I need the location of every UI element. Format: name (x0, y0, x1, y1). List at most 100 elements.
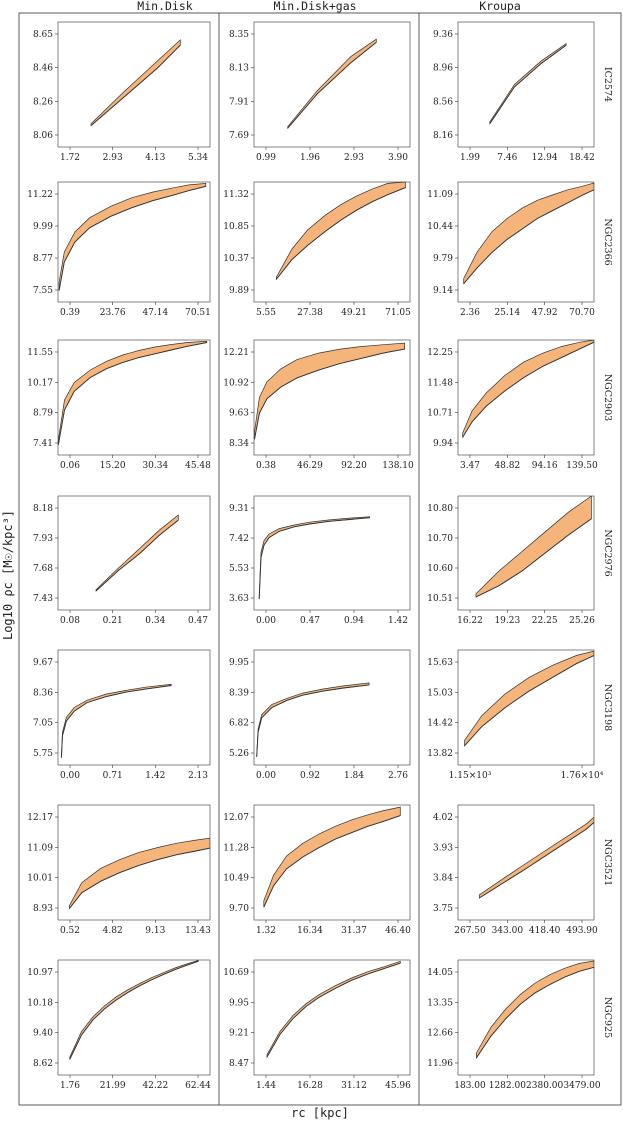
y-tick-label: 5.75 (33, 749, 53, 759)
plot-frame (253, 804, 411, 921)
y-tick-label: 8.35 (229, 30, 249, 40)
y-tick-label: 10.18 (27, 998, 53, 1008)
y-tick-label: 11.09 (427, 190, 453, 200)
plot-frame (457, 339, 595, 456)
x-tick-label: 139.50 (566, 461, 598, 471)
x-tick-label: 12.94 (532, 153, 558, 163)
plot-frame (253, 339, 411, 456)
confidence-band (254, 342, 405, 440)
x-tick-label: 45.48 (185, 461, 211, 471)
panel-ngc2903-min-disk: 0.06 15.20 30.34 45.48 11.55 10.17 8.79 7.41 (27, 339, 211, 471)
x-tick-label: 5.34 (188, 153, 208, 163)
y-tick-label: 8.36 (33, 688, 53, 698)
x-tick-label: 47.92 (532, 308, 558, 318)
y-tick-label: 10.92 (223, 378, 249, 388)
band-lower-edge (287, 41, 377, 129)
y-axis-title: Log10 ρc [M☉/kpc³] (1, 510, 15, 640)
y-tick-label: 12.21 (223, 348, 249, 358)
y-tick-label: 4.02 (433, 813, 453, 823)
band-lower-edge (266, 962, 401, 1058)
y-tick-label: 7.68 (33, 564, 53, 574)
band-group (478, 816, 594, 899)
x-tick-label: 0.00 (256, 771, 276, 781)
band-group (69, 837, 210, 910)
band-lower-edge (254, 348, 405, 440)
x-tick-label: 9.13 (145, 926, 165, 936)
x-tick-label: 0.21 (103, 616, 123, 626)
column-title-min-disk: Min.Disk (137, 0, 192, 13)
band-lower-edge (90, 44, 181, 126)
y-tick-label: 11.96 (427, 1059, 453, 1069)
band-lower-edge (462, 341, 594, 438)
x-tick-label: 45.96 (385, 1081, 411, 1091)
band-group (254, 342, 405, 440)
y-tick-label: 8.06 (33, 131, 53, 141)
x-tick-label: 7.46 (497, 153, 517, 163)
x-tick-label: 31.37 (341, 926, 367, 936)
x-tick-label: 30.34 (142, 461, 168, 471)
band-group (60, 683, 172, 758)
x-axis-title: rc [kpc] (291, 1106, 349, 1120)
x-tick-label: 0.92 (300, 771, 320, 781)
x-tick-label: 267.50 (454, 926, 486, 936)
panel-ngc3521-min-disk-gas: 1.32 16.34 31.37 46.40 12.07 11.28 10.49 9.70 (223, 804, 411, 936)
y-tick-label: 3.63 (229, 594, 249, 604)
y-tick-label: 8.62 (33, 1059, 53, 1069)
panel-ngc2366-min-disk: 0.39 23.76 47.14 70.51 11.22 9.99 8.77 7.55 (27, 181, 211, 318)
y-tick-label: 8.79 (33, 409, 53, 419)
confidence-band (476, 960, 594, 1060)
y-tick-label: 10.51 (427, 594, 453, 604)
panel-ngc3521-min-disk: 0.52 4.82 9.13 13.43 12.17 11.09 10.01 8.93 (27, 804, 211, 936)
plot-frame (457, 959, 595, 1076)
y-tick-label: 9.99 (33, 222, 53, 232)
band-group (263, 806, 401, 908)
x-tick-label: 0.47 (300, 616, 320, 626)
plot-frame (57, 495, 211, 611)
y-tick-label: 12.25 (427, 348, 453, 358)
band-lower-edge (263, 815, 401, 908)
y-tick-label: 9.21 (229, 1029, 249, 1039)
x-tick-label: 47.14 (142, 308, 168, 318)
y-tick-label: 9.67 (33, 658, 53, 668)
y-tick-label: 9.36 (433, 30, 453, 40)
band-group (266, 960, 401, 1059)
y-tick-label: 10.85 (223, 222, 249, 232)
confidence-band (69, 837, 210, 910)
band-group (463, 182, 594, 285)
plot-frame (457, 495, 595, 611)
confidence-band (58, 183, 207, 291)
y-tick-label: 11.32 (223, 190, 249, 200)
y-tick-label: 8.16 (433, 131, 453, 141)
plot-frame (253, 495, 411, 611)
band-lower-edge (58, 185, 206, 291)
x-tick-label: 0.52 (60, 926, 80, 936)
y-tick-label: 8.18 (33, 504, 53, 514)
panels-group: 1.72 2.93 4.13 5.34 8.65 8.46 8.26 8.06 0.99 1.96… (27, 21, 613, 1091)
band-lower-edge (69, 847, 210, 909)
y-tick-label: 15.03 (427, 688, 453, 698)
band-lower-edge (256, 684, 370, 757)
band-lower-edge (258, 517, 370, 600)
x-tick-label: 23.76 (100, 308, 126, 318)
plot-frame (253, 181, 411, 303)
y-tick-label: 7.43 (33, 594, 53, 604)
x-tick-label: 5.55 (256, 308, 276, 318)
band-group (462, 340, 594, 439)
panel-ic2574-min-disk-gas: 0.99 1.96 2.93 3.90 8.35 8.13 7.91 7.69 (229, 21, 411, 163)
y-tick-label: 7.69 (229, 131, 249, 141)
y-tick-label: 8.56 (433, 97, 453, 107)
panel-ngc2976-min-disk-gas: 0.00 0.47 0.94 1.42 9.31 7.42 5.53 3.63 (229, 495, 411, 626)
y-tick-label: 13.82 (427, 749, 453, 759)
x-tick-label: 48.82 (494, 461, 520, 471)
y-tick-label: 11.22 (27, 190, 53, 200)
y-tick-label: 11.48 (427, 378, 453, 388)
band-lower-edge (489, 44, 567, 124)
confidence-band (256, 682, 370, 757)
x-tick-label: 25.26 (569, 616, 595, 626)
plot-frame (57, 21, 211, 148)
y-tick-label: 7.05 (33, 719, 53, 729)
x-tick-label: 493.90 (566, 926, 598, 936)
plot-frame (457, 21, 595, 148)
band-lower-edge (476, 966, 594, 1059)
